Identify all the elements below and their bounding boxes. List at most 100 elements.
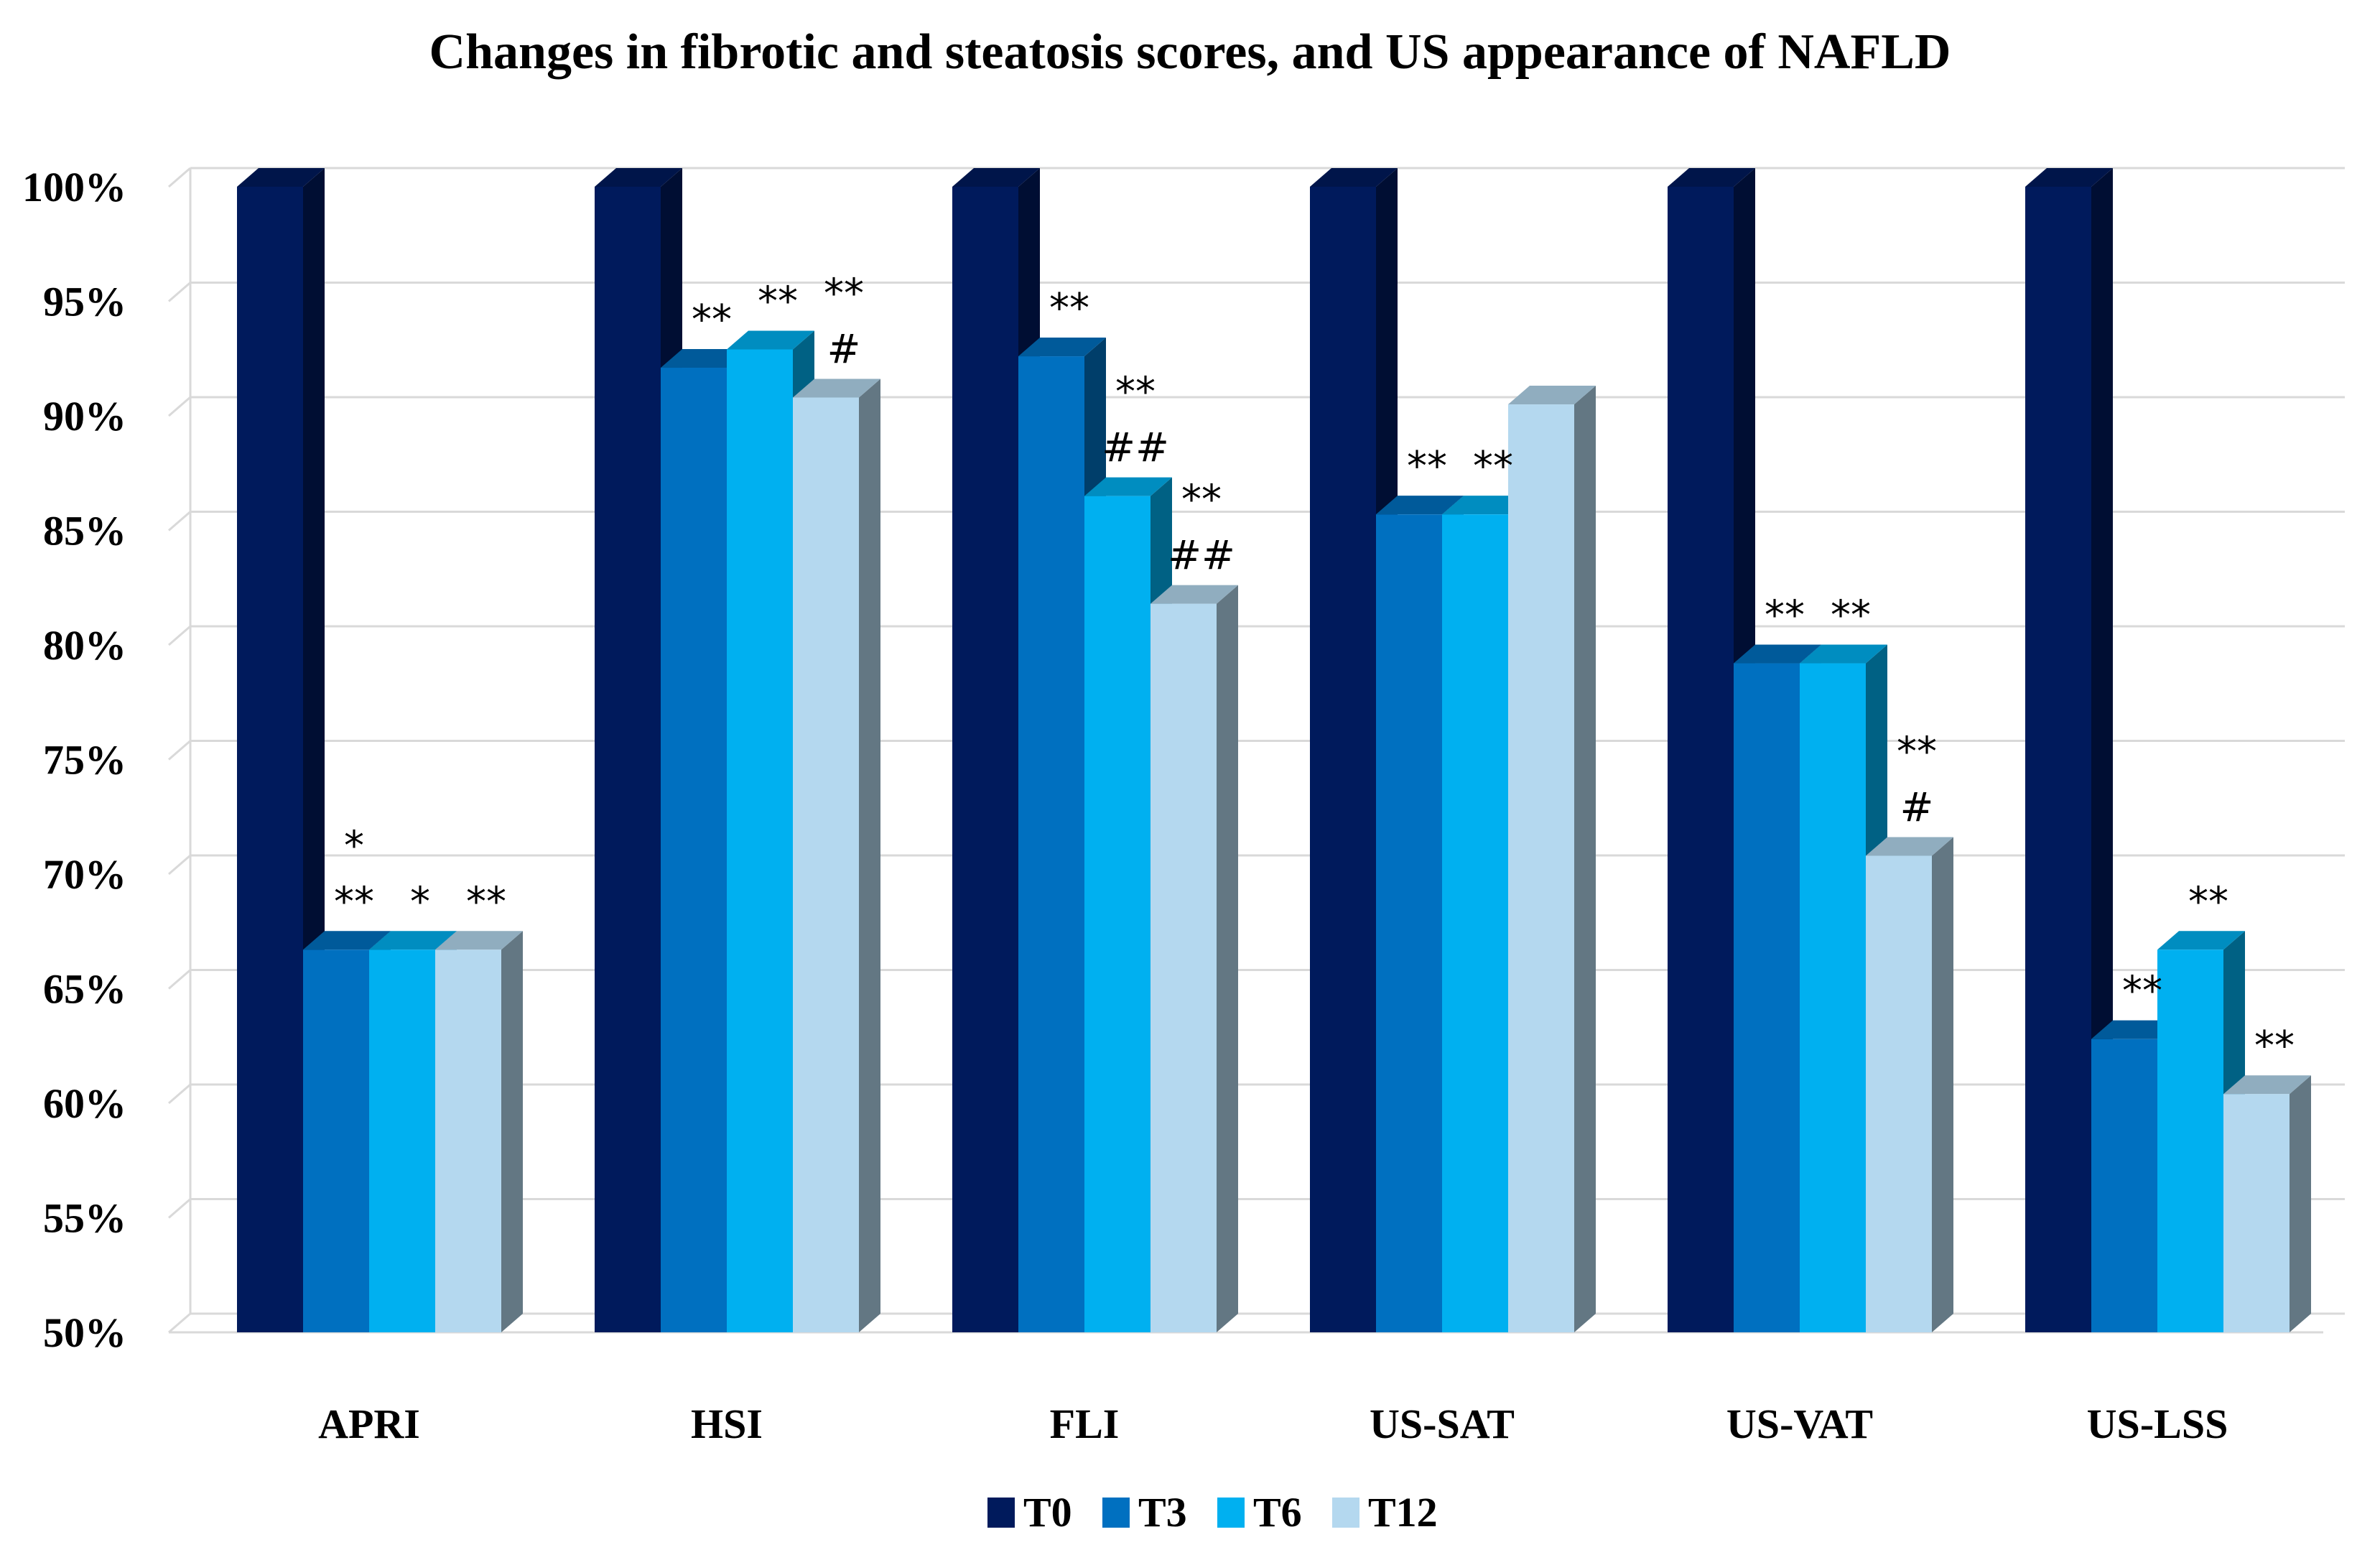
legend-label: T6 bbox=[1253, 1489, 1302, 1536]
bar-top bbox=[2025, 168, 2113, 187]
significance-mark: ** bbox=[466, 878, 506, 925]
bar-top bbox=[1800, 644, 1887, 664]
x-tick-label: HSI bbox=[691, 1401, 763, 1447]
bar-top bbox=[793, 379, 880, 398]
bar-top bbox=[1084, 477, 1172, 496]
significance-mark: ** bbox=[824, 270, 864, 317]
significance-mark: ** bbox=[1897, 728, 1937, 775]
gridline-edge bbox=[168, 1312, 191, 1334]
bar-us-lss-t12 bbox=[2223, 1075, 2311, 1332]
bar-front bbox=[369, 950, 435, 1332]
x-tick-label: US-LSS bbox=[2087, 1401, 2228, 1447]
bar-side bbox=[859, 379, 880, 1332]
gridline-edge bbox=[168, 1083, 191, 1105]
y-tick-label: 50% bbox=[43, 1309, 126, 1356]
y-tick-label: 90% bbox=[43, 393, 126, 440]
legend: T0 T3 T6 T12 bbox=[987, 1489, 1438, 1536]
bar-front bbox=[2025, 187, 2091, 1332]
bar-front bbox=[2091, 1039, 2157, 1332]
gridline-edge bbox=[168, 625, 191, 646]
legend-item-t0: T0 bbox=[987, 1489, 1072, 1536]
legend-swatch bbox=[987, 1498, 1015, 1528]
significance-mark: # bbox=[827, 326, 861, 373]
significance-mark: ** bbox=[758, 278, 798, 325]
bar-apri-t12 bbox=[435, 931, 523, 1332]
bar-front bbox=[595, 187, 661, 1332]
significance-mark: ** bbox=[1181, 477, 1222, 524]
significance-mark: ** bbox=[2254, 1023, 2295, 1069]
bar-side bbox=[1932, 837, 1953, 1332]
y-tick-label: 55% bbox=[43, 1195, 126, 1242]
bar-group-us-vat bbox=[1668, 168, 1953, 1332]
gridline-edge bbox=[168, 740, 191, 761]
bar-front bbox=[2223, 1094, 2290, 1332]
bar-top bbox=[1310, 168, 1398, 187]
bar-top bbox=[435, 931, 523, 950]
bar-front bbox=[1310, 187, 1376, 1332]
bar-front bbox=[1866, 855, 1932, 1332]
significance-mark: ** bbox=[692, 297, 732, 343]
gridline-edge bbox=[168, 167, 191, 188]
bar-top bbox=[595, 168, 682, 187]
significance-mark: ** bbox=[2122, 968, 2162, 1015]
bar-group-hsi bbox=[595, 168, 880, 1332]
bar-front bbox=[1084, 496, 1151, 1332]
bar-top bbox=[2091, 1020, 2179, 1039]
x-tick-label: FLI bbox=[1050, 1401, 1120, 1447]
significance-mark: ** bbox=[2188, 878, 2228, 925]
bar-top bbox=[661, 349, 748, 368]
y-tick-label: 60% bbox=[43, 1080, 126, 1127]
bar-top bbox=[369, 931, 457, 950]
bar-fli-t12 bbox=[1151, 585, 1238, 1332]
bar-front bbox=[435, 950, 501, 1332]
bar-front bbox=[1800, 663, 1866, 1332]
legend-item-t3: T3 bbox=[1102, 1489, 1187, 1536]
bar-top bbox=[1442, 496, 1530, 515]
bars bbox=[237, 168, 2311, 1333]
significance-mark: ** bbox=[1049, 285, 1089, 332]
significance-mark: * bbox=[410, 878, 430, 925]
gridline-edge bbox=[168, 282, 191, 302]
y-tick-label: 80% bbox=[43, 622, 126, 669]
bar-side bbox=[2290, 1075, 2311, 1332]
legend-swatch bbox=[1217, 1498, 1245, 1528]
gridline-edge bbox=[168, 1198, 191, 1219]
bar-front bbox=[1442, 514, 1508, 1333]
bar-top bbox=[1376, 496, 1464, 515]
bar-top bbox=[303, 931, 391, 950]
bar-front bbox=[303, 950, 369, 1332]
legend-item-t12: T12 bbox=[1332, 1489, 1438, 1536]
bar-group-us-lss bbox=[2025, 168, 2311, 1332]
y-tick-label: 85% bbox=[43, 508, 126, 554]
gridline-edge bbox=[168, 511, 191, 531]
bar-top bbox=[1734, 644, 1821, 664]
legend-label: T0 bbox=[1023, 1489, 1072, 1536]
bar-front bbox=[793, 397, 859, 1332]
significance-mark: ** bbox=[1831, 593, 1871, 639]
x-tick-label: US-VAT bbox=[1726, 1401, 1873, 1447]
bar-side bbox=[1574, 386, 1596, 1332]
y-tick-label: 75% bbox=[43, 737, 126, 784]
y-tick-label: 100% bbox=[22, 164, 126, 210]
significance-mark: ** bbox=[334, 878, 374, 925]
bar-side bbox=[1217, 585, 1238, 1332]
bar-group-apri bbox=[237, 168, 523, 1332]
significance-mark: ** bbox=[1765, 593, 1805, 639]
x-tick-label: APRI bbox=[318, 1401, 420, 1447]
y-tick-label: 70% bbox=[43, 851, 126, 898]
significance-mark: ** bbox=[1407, 443, 1447, 490]
bar-top bbox=[2223, 1075, 2311, 1095]
bar-hsi-t12 bbox=[793, 379, 880, 1332]
bar-us-vat-t12 bbox=[1866, 837, 1953, 1332]
significance-mark: # bbox=[1900, 784, 1934, 831]
bar-front bbox=[1668, 187, 1734, 1332]
bar-front bbox=[727, 349, 793, 1332]
bar-top bbox=[1018, 338, 1106, 357]
gridline-edge bbox=[168, 969, 191, 990]
significance-mark: ** bbox=[1115, 369, 1156, 416]
significance-mark: * bbox=[344, 822, 364, 869]
chart-title: Changes in fibrotic and steatosis scores… bbox=[429, 24, 1951, 80]
bar-front bbox=[2157, 950, 2223, 1332]
